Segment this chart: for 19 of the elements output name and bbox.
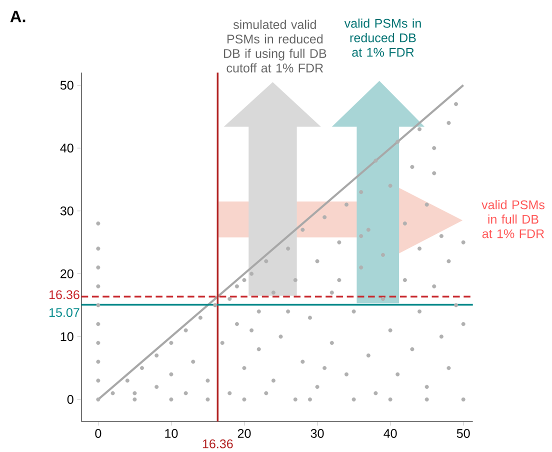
y-tick-label: 40 xyxy=(60,144,74,153)
ref-line-label: 15.07 xyxy=(49,308,80,318)
y-tick-label: 50 xyxy=(60,81,74,90)
text: valid PSMs in reduced DB at 1% FDR xyxy=(344,18,421,57)
x-tick-label: 20 xyxy=(238,429,251,438)
ref-line-label: 16.36 xyxy=(202,440,233,449)
x-tick-label: 50 xyxy=(456,429,470,438)
text: simulated valid PSMs in reduced DB if using full DB cutoff at 1% FDR xyxy=(224,20,326,73)
x-tick-label: 30 xyxy=(310,429,324,438)
y-tick-label: 30 xyxy=(60,206,74,216)
x-tick-label: 40 xyxy=(384,429,397,438)
x-tick-label: 0 xyxy=(95,429,102,438)
y-tick-label: 0 xyxy=(67,395,74,404)
y-tick-label: 10 xyxy=(60,332,74,342)
text: A. xyxy=(10,11,26,22)
x-tick-label: 10 xyxy=(165,429,178,438)
y-tick-label: 20 xyxy=(60,270,74,278)
text: valid PSMs in full DB at 1% FDR xyxy=(482,200,545,238)
ref-line-label: 16.36 xyxy=(49,290,80,300)
